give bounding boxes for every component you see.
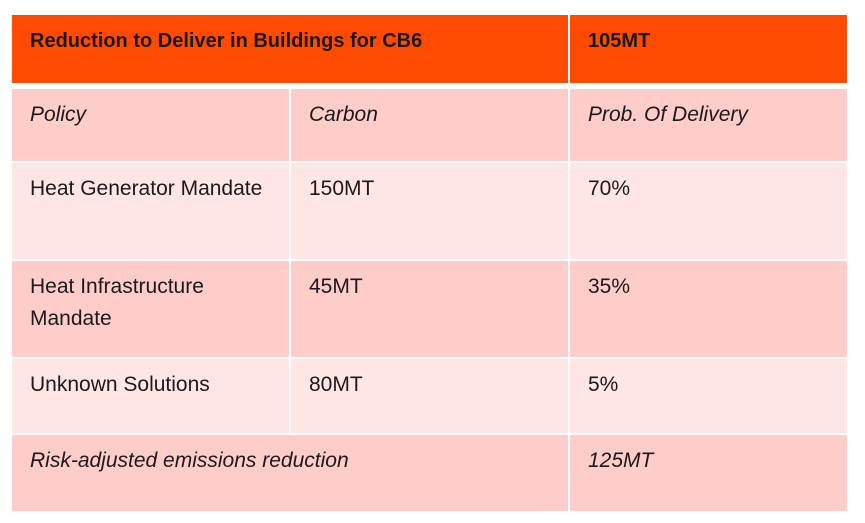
carbon-cell: 45MT — [291, 261, 570, 357]
footer-label: Risk-adjusted emissions reduction — [12, 435, 570, 511]
column-header-row: Policy Carbon Prob. Of Delivery — [12, 89, 847, 163]
probability-cell: 35% — [588, 275, 631, 298]
target-value: 105MT — [588, 30, 651, 52]
carbon-cell: 150MT — [291, 163, 570, 259]
carbon-cell: 80MT — [291, 359, 570, 433]
footer-value: 125MT — [588, 449, 654, 472]
table-row: Unknown Solutions 80MT 5% — [12, 359, 847, 435]
table-row: Heat Generator Mandate 150MT 70% — [12, 163, 847, 261]
column-header-policy: Policy — [12, 89, 291, 161]
table-title: Reduction to Deliver in Buildings for CB… — [12, 15, 570, 83]
table-row: Heat Infrastructure Mandate 45MT 35% — [12, 261, 847, 359]
probability-cell: 70% — [588, 177, 631, 200]
probability-cell: 5% — [588, 373, 619, 396]
column-header-carbon: Carbon — [291, 89, 570, 161]
policy-cell: Heat Infrastructure Mandate — [12, 261, 291, 357]
table-header-row: Reduction to Deliver in Buildings for CB… — [12, 15, 847, 89]
policy-cell: Unknown Solutions — [12, 359, 291, 433]
table-footer-row: Risk-adjusted emissions reduction 125MT — [12, 435, 847, 511]
column-header-probability: Prob. Of Delivery — [588, 103, 748, 126]
policy-cell: Heat Generator Mandate — [12, 163, 291, 259]
policy-table: Reduction to Deliver in Buildings for CB… — [12, 15, 847, 511]
